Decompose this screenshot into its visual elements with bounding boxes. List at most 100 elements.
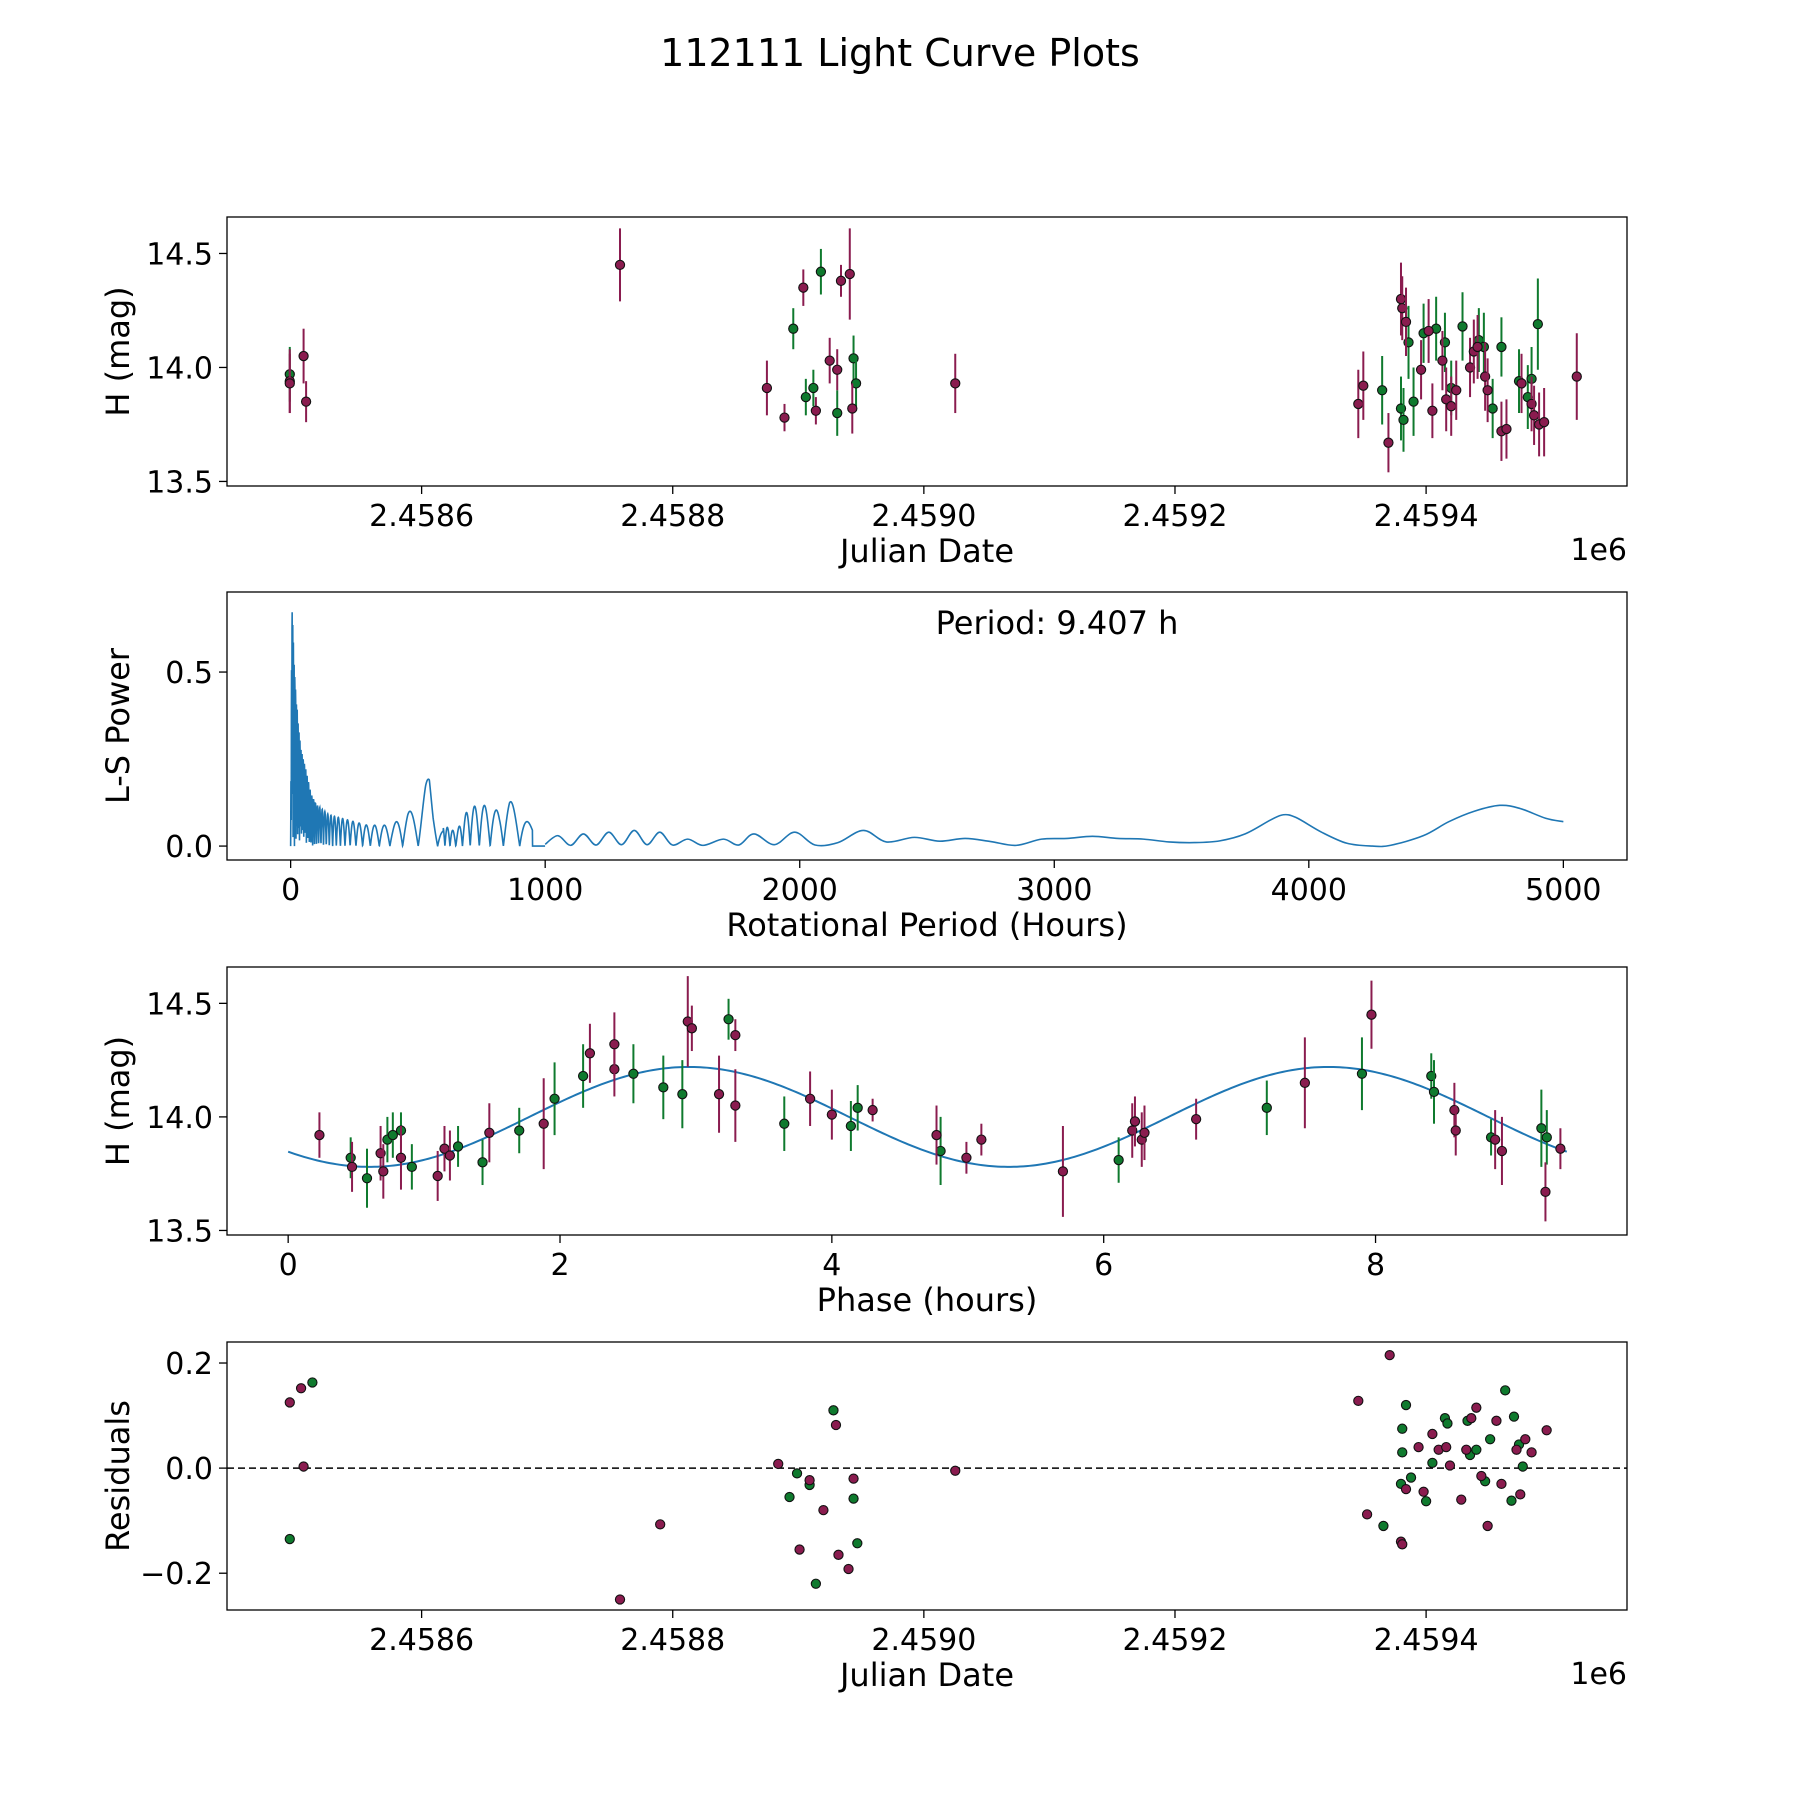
data-point-r (1450, 1125, 1461, 1136)
x-tick-label: 2.4592 (1122, 1623, 1227, 1658)
data-point-g (1397, 1447, 1408, 1458)
data-point-g (361, 1173, 373, 1184)
data-point-g (808, 382, 819, 394)
data-point-r (1516, 378, 1527, 389)
x-tick-label: 6 (1094, 1248, 1113, 1283)
data-point-r (847, 403, 858, 414)
data-point-r (1415, 364, 1427, 375)
plot-frame (226, 216, 1628, 487)
data-point-r (961, 1152, 972, 1163)
phased-lightcurve-panel: 0 2 4 6 8 13.5 14.0 14.5 Phase (hours) H (mag) (99, 966, 1628, 1319)
data-point-r (833, 1549, 844, 1560)
data-point-r (1423, 325, 1434, 337)
data-point-g (1113, 1154, 1124, 1166)
data-point-r (1397, 1539, 1408, 1550)
data-point-r (1057, 1166, 1069, 1177)
data-point-r (314, 1129, 325, 1141)
data-point-r (655, 1519, 666, 1530)
data-point-r (1520, 1434, 1531, 1445)
data-point-r (804, 1475, 815, 1486)
x-offset-label: 1e6 (1570, 1657, 1627, 1692)
data-point-r (1383, 437, 1394, 448)
data-point-g (1405, 1472, 1417, 1483)
data-point-r (1139, 1127, 1150, 1138)
data-point-r (378, 1166, 389, 1177)
data-point-g (1457, 321, 1468, 332)
data-point-r (1395, 293, 1407, 305)
data-point-r (300, 396, 312, 407)
data-point-g (1532, 318, 1544, 330)
data-point-r (830, 1419, 842, 1431)
data-point-r (1358, 380, 1369, 391)
data-point-r (686, 1023, 698, 1034)
data-point-g (852, 1538, 863, 1549)
data-point-r (1418, 1486, 1429, 1497)
data-point-g (1500, 1385, 1511, 1396)
plot-frame (226, 966, 1628, 1236)
data-point-r (835, 275, 847, 286)
data-point-r (1515, 1489, 1526, 1500)
data-point-r (761, 382, 773, 394)
y-tick-label: 0.0 (165, 1452, 213, 1487)
residuals-panel: 2.4586 2.4588 2.4590 2.4592 2.4594 −0.2 0.0 0.2… (99, 1341, 1628, 1694)
x-tick-label: 1000 (507, 873, 583, 908)
x-tick-label: 2.4588 (620, 1623, 725, 1658)
data-point-r (867, 1104, 878, 1116)
data-point-r (730, 1029, 741, 1041)
data-point-g (1487, 403, 1498, 414)
data-point-r (1129, 1116, 1141, 1127)
data-point-r (1571, 371, 1582, 382)
data-point-r (284, 1397, 295, 1408)
x-axis-label: Phase (hours) (817, 1281, 1038, 1319)
data-point-g (1400, 1399, 1412, 1411)
data-point-r (1437, 355, 1448, 366)
data-point-r (1451, 385, 1462, 396)
data-point-g (577, 1070, 589, 1082)
y-tick-label: 13.5 (146, 465, 213, 500)
figure-title: 112111 Light Curve Plots (660, 31, 1140, 75)
data-point-r (1496, 1478, 1507, 1490)
x-tick-label: 2.4588 (620, 499, 725, 534)
y-tick-label: −0.2 (140, 1557, 213, 1592)
data-point-r (1446, 401, 1457, 412)
data-point-r (1511, 1444, 1522, 1455)
data-point-r (818, 1505, 829, 1516)
y-axis-label: H (mag) (99, 1036, 137, 1166)
x-tick-label: 2.4592 (1122, 499, 1227, 534)
x-tick-label: 2.4590 (871, 499, 976, 534)
data-point-g (1420, 1496, 1432, 1507)
data-point-r (1526, 1447, 1537, 1458)
data-point-r (798, 282, 809, 293)
x-tick-label: 0 (281, 873, 300, 908)
data-point-g (307, 1377, 318, 1388)
data-point-g (791, 1468, 803, 1479)
data-point-r (432, 1170, 443, 1182)
data-point-r (1538, 417, 1550, 428)
data-point-r (1400, 1483, 1412, 1495)
y-tick-label: 13.5 (146, 1214, 213, 1249)
data-point-g (1508, 1411, 1520, 1422)
data-point-r (1384, 1349, 1395, 1361)
data-point-r (1482, 385, 1493, 396)
data-point-r (614, 259, 626, 271)
x-offset-label: 1e6 (1570, 533, 1627, 568)
y-tick-label: 14.5 (146, 987, 213, 1022)
data-point-g (1378, 1520, 1389, 1532)
data-point-r (832, 364, 843, 375)
data-point-g (1536, 1123, 1547, 1134)
data-point-g (1428, 1086, 1440, 1098)
data-point-g (1398, 414, 1409, 426)
data-point-r (444, 1150, 456, 1161)
periodogram-dense-curve (289, 612, 546, 849)
data-point-r (1541, 1425, 1552, 1436)
data-point-g (452, 1141, 464, 1152)
x-tick-label: 5000 (1525, 873, 1601, 908)
y-tick-label: 0.5 (165, 656, 213, 691)
data-point-g (852, 1102, 863, 1113)
x-axis-label: Julian Date (838, 532, 1014, 570)
data-point-r (1366, 1009, 1377, 1020)
data-point-r (1461, 1444, 1472, 1455)
data-point-g (779, 1118, 790, 1129)
data-point-g (1427, 1457, 1438, 1469)
data-point-r (844, 268, 855, 280)
